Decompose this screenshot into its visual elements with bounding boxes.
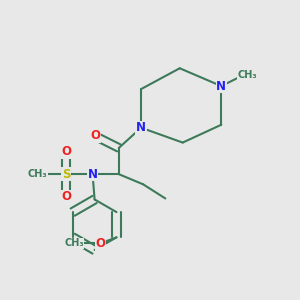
Text: CH₃: CH₃ <box>64 238 84 248</box>
Text: N: N <box>88 168 98 181</box>
Text: CH₃: CH₃ <box>28 169 47 179</box>
Text: O: O <box>95 237 105 250</box>
Text: O: O <box>61 145 71 158</box>
Text: O: O <box>91 129 101 142</box>
Text: S: S <box>62 168 70 181</box>
Text: CH₃: CH₃ <box>237 70 257 80</box>
Text: N: N <box>216 80 226 93</box>
Text: O: O <box>61 190 71 203</box>
Text: N: N <box>136 121 146 134</box>
